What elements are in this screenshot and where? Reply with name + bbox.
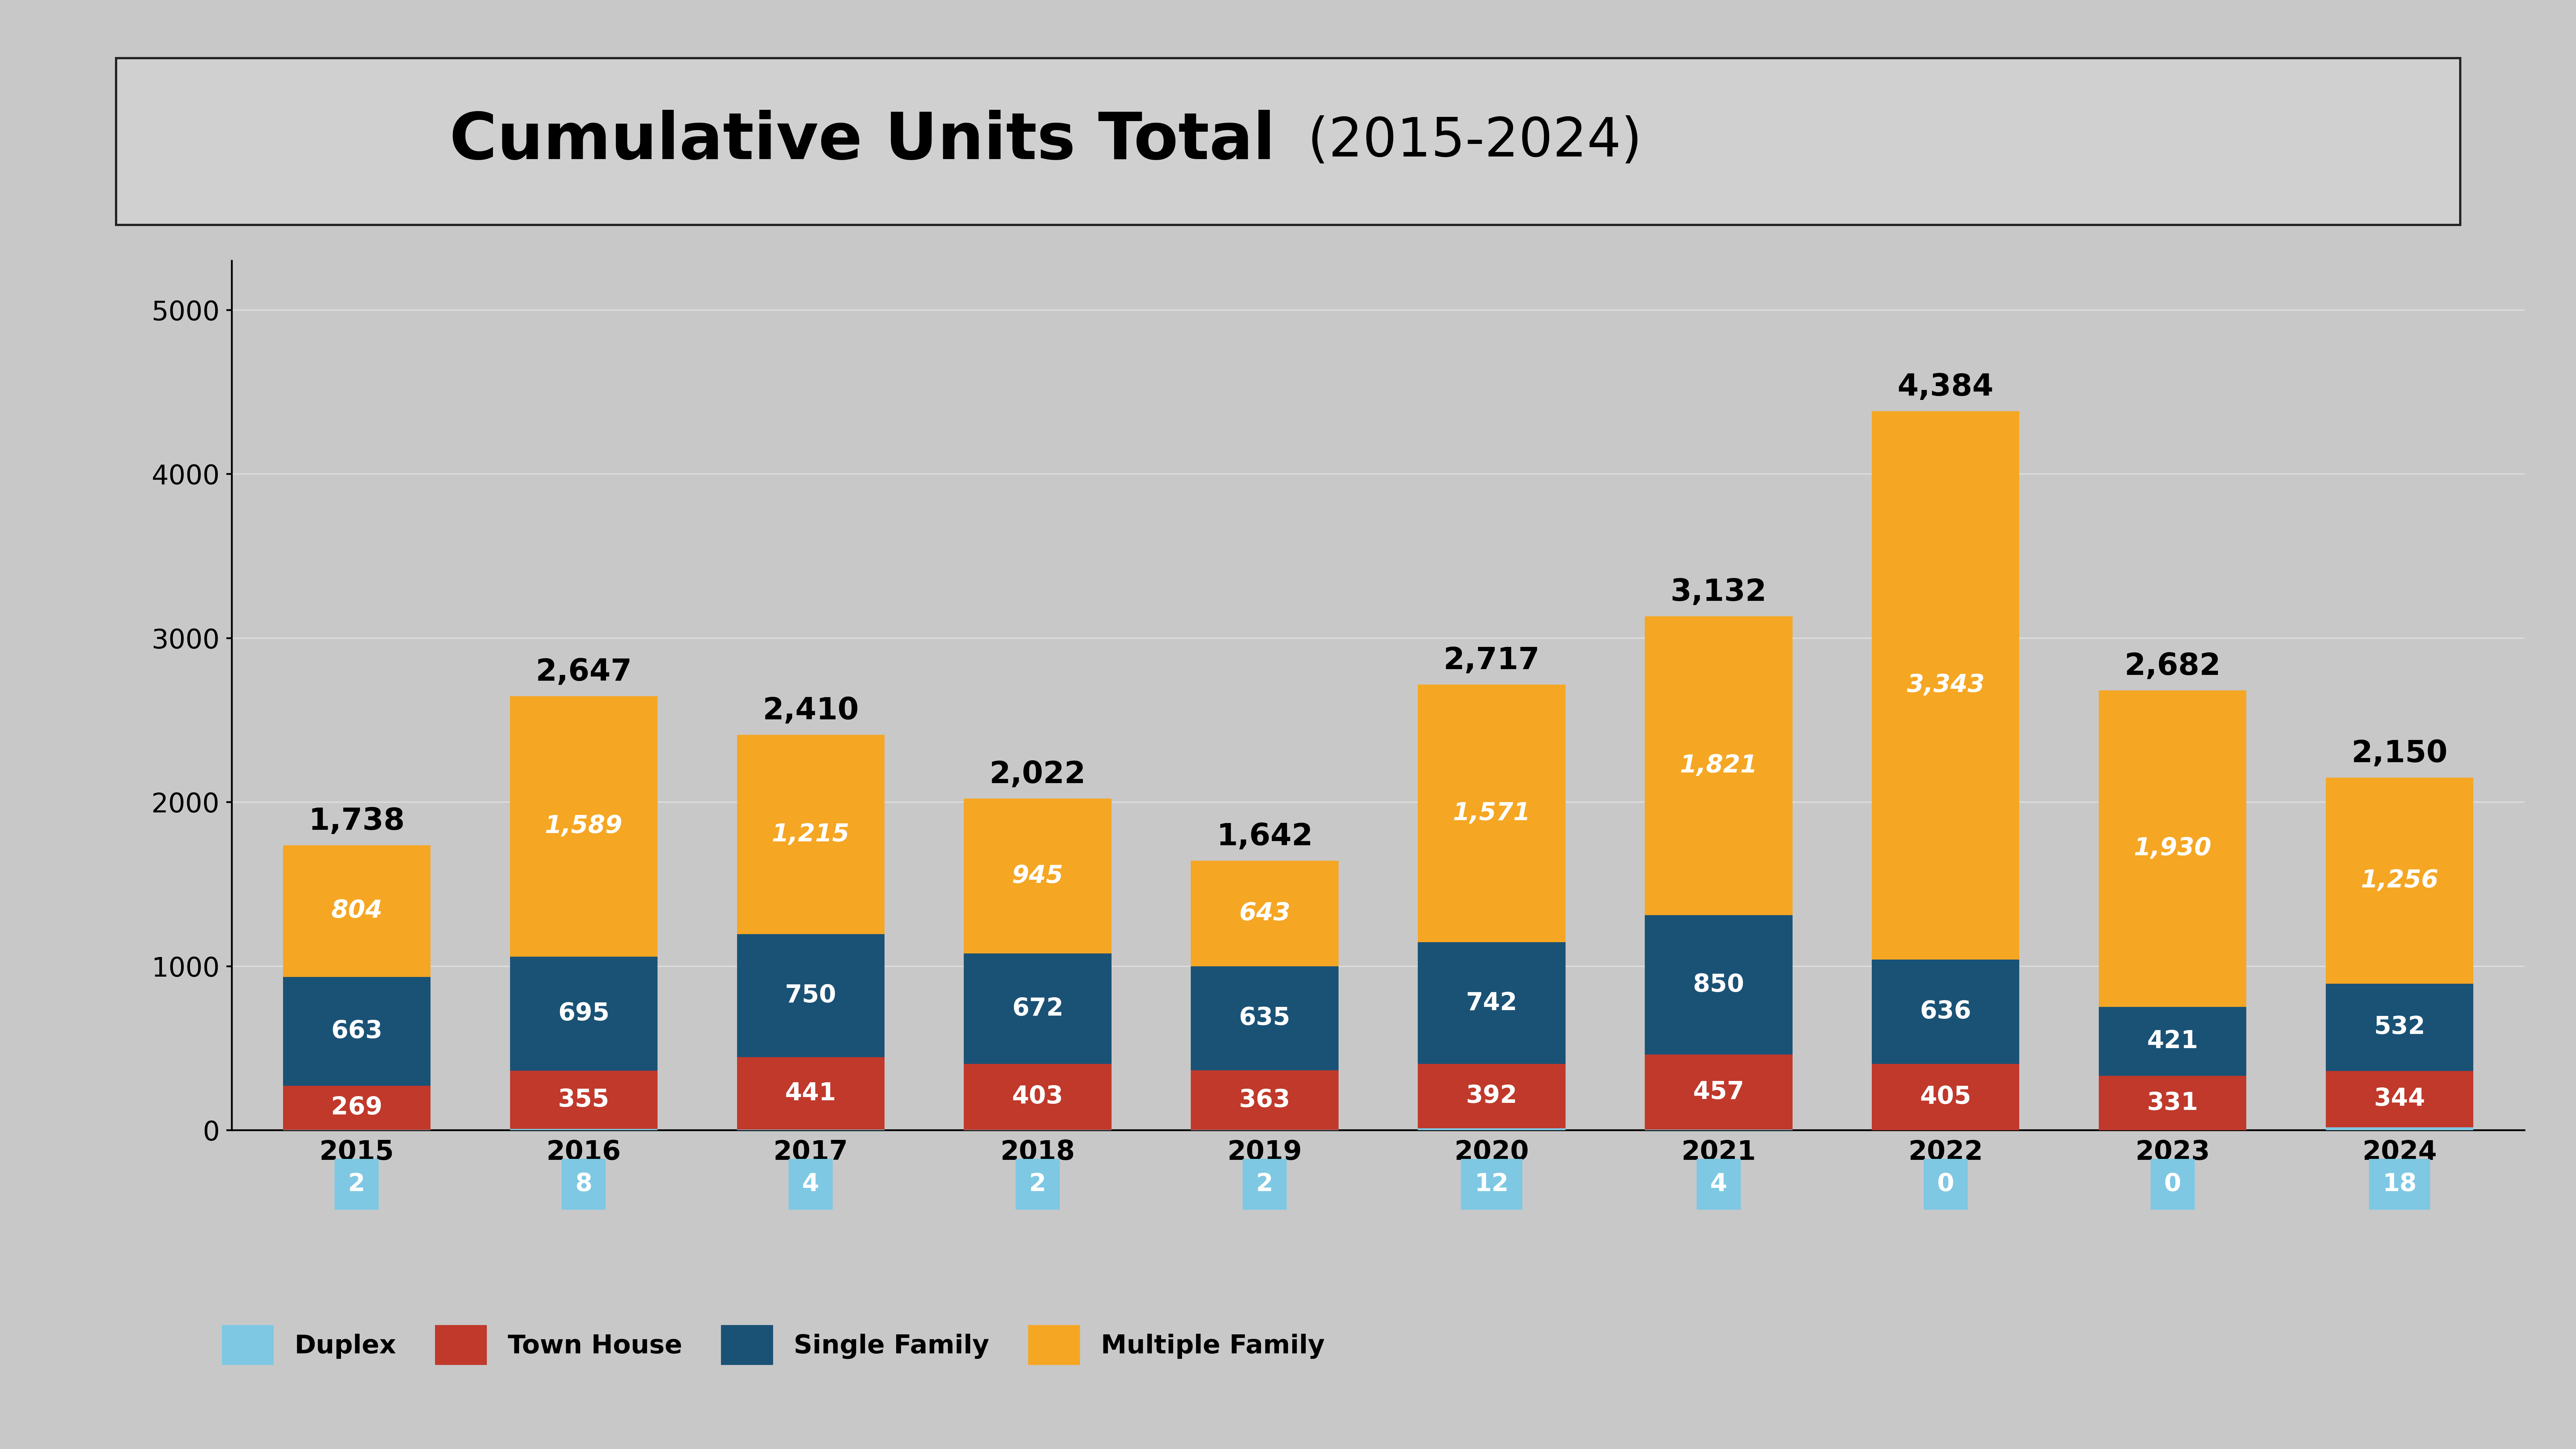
Text: 2,410: 2,410 — [762, 696, 858, 726]
Bar — [510, 1071, 657, 1129]
Text: 1,215: 1,215 — [773, 823, 850, 846]
Text: 344: 344 — [2375, 1087, 2424, 1111]
Text: 4,384: 4,384 — [1899, 372, 1994, 401]
Bar — [737, 735, 884, 935]
Text: 2: 2 — [348, 1172, 366, 1197]
Bar — [510, 956, 657, 1071]
Text: 1,738: 1,738 — [309, 807, 404, 836]
Text: 3,132: 3,132 — [1669, 578, 1767, 607]
Bar — [2326, 984, 2473, 1071]
Bar — [283, 1085, 430, 1130]
Bar — [1417, 1129, 1566, 1130]
Bar — [963, 953, 1110, 1064]
Bar — [1190, 1071, 1340, 1130]
Bar — [737, 935, 884, 1058]
Text: 269: 269 — [330, 1095, 381, 1120]
Text: 1,642: 1,642 — [1216, 822, 1314, 852]
Text: Cumulative Units Total: Cumulative Units Total — [448, 110, 1275, 172]
Bar — [283, 845, 430, 977]
Text: 3,343: 3,343 — [1906, 674, 1984, 697]
Bar — [2099, 1077, 2246, 1130]
Text: 945: 945 — [1012, 864, 1064, 888]
Text: 405: 405 — [1919, 1085, 1971, 1108]
Text: 457: 457 — [1692, 1080, 1744, 1104]
Bar — [510, 696, 657, 956]
Text: 750: 750 — [786, 984, 837, 1007]
Text: 2: 2 — [1257, 1172, 1273, 1197]
Text: 2,647: 2,647 — [536, 658, 631, 687]
Text: 392: 392 — [1466, 1084, 1517, 1108]
Text: 0: 0 — [1937, 1172, 1955, 1197]
Text: 643: 643 — [1239, 901, 1291, 926]
Bar — [963, 798, 1110, 953]
Text: 363: 363 — [1239, 1088, 1291, 1111]
Bar — [963, 1064, 1110, 1130]
Text: 12: 12 — [1473, 1172, 1510, 1197]
Bar — [1190, 966, 1340, 1071]
Text: (2015-2024): (2015-2024) — [1291, 114, 1641, 168]
Text: 532: 532 — [2375, 1016, 2427, 1039]
Bar — [1646, 616, 1793, 916]
Text: 4: 4 — [1710, 1172, 1726, 1197]
Text: 636: 636 — [1919, 1000, 1971, 1023]
Text: 1,930: 1,930 — [2133, 836, 2213, 861]
Text: 2,717: 2,717 — [1443, 646, 1540, 675]
Bar — [2099, 1007, 2246, 1077]
Text: 2,150: 2,150 — [2352, 739, 2447, 768]
Text: 331: 331 — [2146, 1091, 2197, 1114]
Bar — [2099, 690, 2246, 1007]
Text: 8: 8 — [574, 1172, 592, 1197]
Bar — [1417, 684, 1566, 942]
Text: 635: 635 — [1239, 1007, 1291, 1030]
Text: 4: 4 — [801, 1172, 819, 1197]
Text: 403: 403 — [1012, 1085, 1064, 1108]
Bar — [2326, 1071, 2473, 1127]
Bar — [1190, 861, 1340, 966]
Text: 421: 421 — [2146, 1029, 2197, 1053]
Bar — [1873, 412, 2020, 959]
Text: 850: 850 — [1692, 972, 1744, 997]
Bar — [2326, 1127, 2473, 1130]
Bar — [1873, 959, 2020, 1064]
Text: 2,682: 2,682 — [2125, 652, 2221, 681]
Legend: Duplex, Town House, Single Family, Multiple Family: Duplex, Town House, Single Family, Multi… — [222, 1324, 1324, 1365]
Text: 0: 0 — [2164, 1172, 2182, 1197]
Text: 441: 441 — [786, 1081, 837, 1106]
Text: 2,022: 2,022 — [989, 759, 1087, 790]
Text: 695: 695 — [559, 1001, 611, 1026]
Bar — [283, 977, 430, 1085]
Bar — [2326, 778, 2473, 984]
Text: 1,821: 1,821 — [1680, 753, 1757, 778]
Text: 2: 2 — [1030, 1172, 1046, 1197]
Text: 742: 742 — [1466, 991, 1517, 1014]
Text: 804: 804 — [332, 900, 381, 923]
Bar — [737, 1058, 884, 1130]
Bar — [1417, 942, 1566, 1064]
Bar — [1417, 1064, 1566, 1129]
Bar — [1873, 1064, 2020, 1130]
Text: 1,571: 1,571 — [1453, 801, 1530, 826]
Text: 1,589: 1,589 — [544, 814, 623, 839]
Text: 672: 672 — [1012, 997, 1064, 1020]
Text: 355: 355 — [559, 1088, 611, 1111]
Bar — [1646, 1055, 1793, 1130]
Text: 1,256: 1,256 — [2360, 868, 2439, 893]
Text: 18: 18 — [2383, 1172, 2416, 1197]
Bar — [1646, 916, 1793, 1055]
Text: 663: 663 — [330, 1020, 381, 1043]
